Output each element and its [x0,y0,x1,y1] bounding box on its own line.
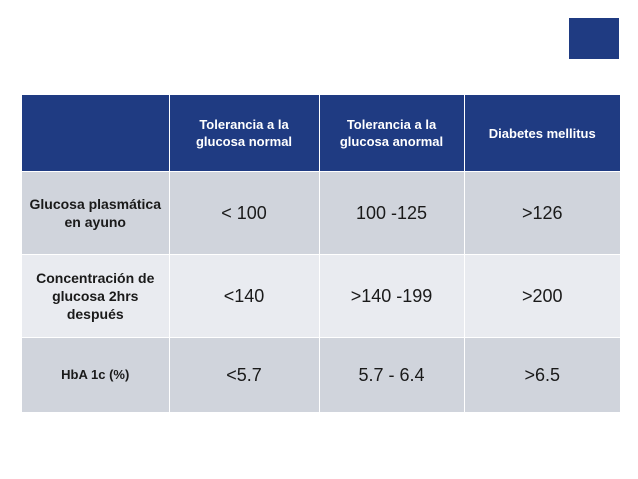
glucose-criteria-table-wrapper: Tolerancia a la glucosa normal Toleranci… [22,95,620,413]
row-label-fasting-glucose: Glucosa plasmática en ayuno [22,171,170,255]
cell-hba1c-abnormal: 5.7 - 6.4 [319,337,465,413]
cell-2hr-diabetes: >200 [464,254,620,338]
header-abnormal-tolerance: Tolerancia a la glucosa anormal [319,95,465,172]
table-row: Concentración de glucosa 2hrs después <1… [22,254,620,338]
table-header-row: Tolerancia a la glucosa normal Toleranci… [22,95,620,172]
cell-2hr-abnormal: >140 -199 [319,254,465,338]
glucose-criteria-table: Tolerancia a la glucosa normal Toleranci… [22,95,620,413]
cell-fasting-diabetes: >126 [464,171,620,255]
row-label-2hr-glucose: Concentración de glucosa 2hrs después [22,254,170,338]
header-normal-tolerance: Tolerancia a la glucosa normal [169,95,320,172]
cell-fasting-abnormal: 100 -125 [319,171,465,255]
header-diabetes-mellitus: Diabetes mellitus [464,95,620,172]
row-label-hba1c: HbA 1c (%) [22,337,170,413]
cell-2hr-normal: <140 [169,254,320,338]
cell-hba1c-normal: <5.7 [169,337,320,413]
table-row: HbA 1c (%) <5.7 5.7 - 6.4 >6.5 [22,337,620,413]
corner-decoration-box [569,18,619,59]
table-row: Glucosa plasmática en ayuno < 100 100 -1… [22,171,620,255]
cell-fasting-normal: < 100 [169,171,320,255]
cell-hba1c-diabetes: >6.5 [464,337,620,413]
header-empty-cell [22,95,170,172]
